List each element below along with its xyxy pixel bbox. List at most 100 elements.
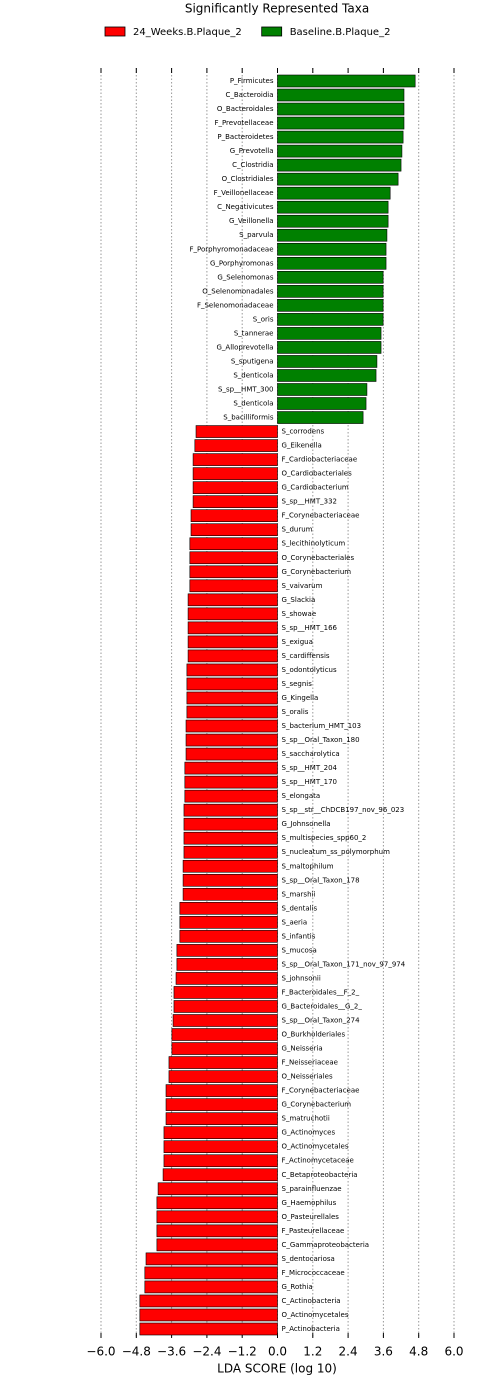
category-label: S_saccharolytica [282, 750, 340, 758]
bar [277, 327, 382, 340]
category-label: S_mucosa [282, 946, 317, 954]
bar [277, 130, 404, 144]
category-label: S_johnsonii [282, 974, 321, 982]
bar [172, 1014, 278, 1027]
category-label: G_Haemophilus [282, 1199, 337, 1207]
bar [190, 523, 278, 537]
bar [189, 579, 278, 593]
category-label: F_Porphyromonadaceae [190, 245, 274, 253]
bar [277, 116, 405, 130]
category-label: P_Bacteroidetes [217, 133, 273, 141]
category-label: S_cardiffensis [282, 652, 330, 660]
category-label: O_Neisseriales [282, 1073, 333, 1081]
bar [175, 972, 278, 985]
x-tick-label: 1.2 [303, 1345, 322, 1359]
category-label: O_Pasteurellales [282, 1213, 340, 1221]
bar [277, 411, 364, 424]
bar [277, 341, 382, 354]
category-label: G_Johnsonella [282, 820, 331, 828]
category-label: S_sp__HMT_300 [218, 385, 273, 393]
bar [195, 425, 278, 438]
category-label: S_elongata [282, 792, 321, 800]
category-label: C_Gammaproteobacteria [282, 1241, 370, 1249]
x-tick-label: −1.2 [228, 1345, 257, 1359]
bar [176, 958, 278, 971]
category-label: G_Corynebacterium [282, 1101, 352, 1109]
bar [156, 1196, 278, 1210]
bar [277, 186, 391, 200]
category-label: S_segnis [282, 680, 313, 688]
category-label: F_Corynebacteriaceae [282, 1087, 360, 1095]
bar [171, 1042, 278, 1055]
x-tick-label: 4.8 [409, 1345, 428, 1359]
category-label: G_Bacteroidales__G_2_ [282, 1002, 363, 1010]
bar [183, 845, 278, 859]
bar [145, 1252, 278, 1266]
category-label: S_matruchotii [282, 1115, 330, 1123]
category-label: S_multispecies_spp60_2 [282, 834, 367, 842]
bar [192, 495, 278, 508]
category-label: C_Clostridia [232, 161, 273, 169]
bar [277, 285, 384, 298]
bar [171, 1028, 278, 1041]
category-label: S_bacilliformis [223, 414, 274, 422]
bar [277, 383, 368, 396]
category-label: F_Bacteroidales__F_2_ [282, 988, 360, 996]
category-label: G_Porphyromonas [210, 259, 274, 267]
category-label: S_durum [282, 526, 313, 534]
bar [139, 1322, 278, 1336]
bar [185, 719, 278, 733]
bar [183, 817, 278, 831]
legend-label: 24_Weeks.B.Plaque_2 [133, 27, 242, 38]
category-label: S_sp__str__ChDCB197_nov_96_023 [282, 806, 405, 814]
category-label: S_sp__Oral_Taxon_171_nov_97_974 [282, 960, 406, 968]
category-label: S_odontolyticus [282, 666, 337, 674]
bar [277, 214, 389, 228]
x-tick-label: 0.0 [268, 1345, 287, 1359]
category-label: O_Corynebacteriales [282, 554, 355, 562]
category-label: P_Actinobacteria [282, 1325, 340, 1333]
bar [184, 761, 278, 775]
category-label: C_Betaproteobacteria [282, 1171, 358, 1179]
chart-title: Significantly Represented Taxa [185, 2, 369, 16]
category-label: S_corrodens [282, 428, 325, 436]
category-label: S_oralis [282, 708, 309, 716]
category-label: S_bacterium_HMT_103 [282, 722, 362, 730]
category-label: S_exigua [282, 638, 313, 646]
category-label: O_Bacteroidales [217, 105, 274, 113]
x-tick-label: 2.4 [339, 1345, 358, 1359]
bar [277, 200, 389, 214]
bar [194, 439, 278, 452]
bar [186, 691, 278, 705]
bar [162, 1168, 278, 1182]
legend-swatch [104, 26, 126, 37]
bar [182, 859, 278, 873]
bar [168, 1056, 278, 1069]
category-label: F_Neisseriaceae [282, 1059, 338, 1067]
bar [277, 158, 402, 172]
category-label: O_Actinomycetales [282, 1143, 349, 1151]
bar [277, 271, 384, 284]
category-label: F_Selenomonadaceae [197, 301, 274, 309]
bar [189, 565, 278, 579]
bar [277, 242, 387, 256]
category-label: O_Selenomonadales [202, 287, 274, 295]
bar [277, 228, 388, 242]
category-label: G_Rothia [282, 1283, 313, 1291]
bar [168, 1070, 278, 1083]
category-label: S_oris [253, 315, 274, 323]
bar [192, 453, 278, 466]
category-label: G_Corynebacterium [282, 568, 352, 576]
category-label: C_Bacteroidia [225, 91, 273, 99]
category-label: G_Neisseria [282, 1045, 323, 1053]
bar [277, 299, 384, 312]
category-label: S_infantis [282, 932, 316, 940]
bar [187, 621, 278, 635]
bar [189, 537, 278, 551]
bar [186, 705, 278, 719]
bar [182, 873, 278, 887]
bar [189, 551, 278, 565]
category-label: S_sp__HMT_332 [282, 498, 337, 506]
bar [165, 1098, 278, 1111]
bar [184, 775, 278, 789]
